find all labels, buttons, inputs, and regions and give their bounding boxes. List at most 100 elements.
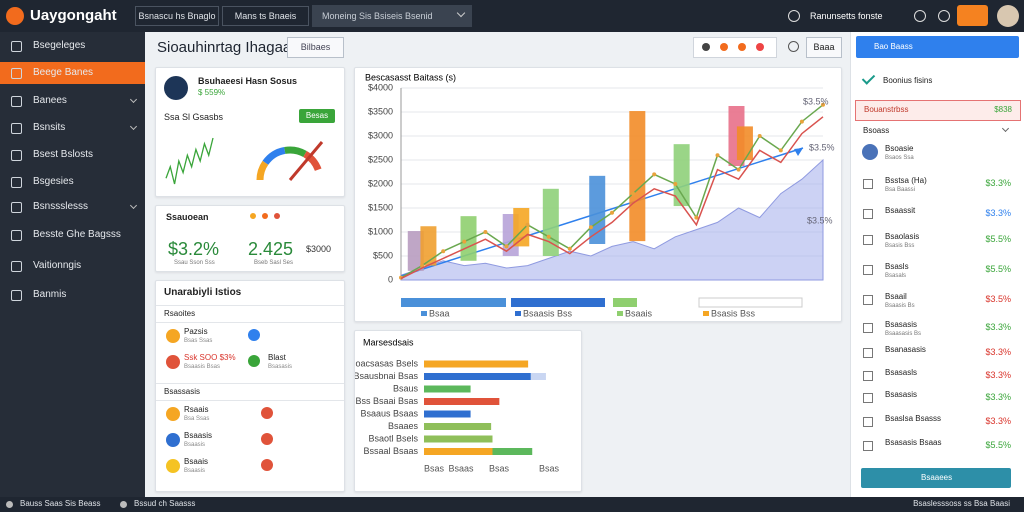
panel-row[interactable]: Bsoasie Bsaos Ssa (851, 144, 1024, 166)
x-axis-label: Bsas (539, 463, 560, 473)
icon (788, 10, 800, 22)
gauge-arc (284, 146, 307, 158)
legend-bar (613, 298, 637, 307)
item-icon (11, 96, 22, 107)
sidebar-item[interactable]: Bsnssslesss (0, 196, 145, 218)
bar (424, 423, 492, 430)
bar-label: Bsaaes (388, 421, 419, 431)
sidebar-item[interactable]: Banmis (0, 284, 145, 306)
brand: Uaygongaht (30, 7, 117, 24)
bar-chart-title: Marsesdsais (363, 337, 414, 347)
status-text: Bauss Saas Sis Beass (20, 499, 101, 508)
account[interactable]: Ranunsetts fonste (810, 11, 883, 21)
sparkline (165, 137, 214, 185)
row-icon (863, 265, 873, 275)
icon (997, 5, 1019, 27)
row-name: Ssk SOO $3% (184, 353, 236, 362)
section-title: Bsoass (863, 126, 890, 135)
top-bar: Uaygongaht Bsnascu hs Bnaglo Mans ts Bnaei… (0, 0, 1024, 32)
panel-row[interactable]: Bsaolasis Bsasis Bss $5.5% (851, 232, 1024, 254)
sidebar-item[interactable]: Vaitionngis (0, 255, 145, 277)
filter-button[interactable]: Bilbaes (287, 37, 344, 58)
section-title: Rsaoites (164, 309, 196, 318)
panel-row[interactable]: Bsaail Bsaasis Bs $3.5% (851, 292, 1024, 314)
panel-row[interactable]: Bsaassit $3.3% (851, 206, 1024, 228)
item-label: Banees (33, 95, 67, 106)
legend-swatch (421, 311, 427, 316)
notify-button[interactable] (957, 5, 988, 26)
sidebar-item[interactable]: Bsnsits (0, 117, 145, 139)
sidebar-item[interactable]: Bsgesies (0, 171, 145, 193)
stats-title: Ssauoean (166, 212, 209, 222)
row-value: $3.3% (985, 416, 1011, 426)
y-tick-label: $1500 (368, 202, 393, 212)
stat-value: $3000 (306, 244, 332, 254)
stat-value: 2.425 (248, 239, 294, 259)
icon (261, 459, 273, 471)
point (483, 230, 488, 234)
sidebar-item[interactable]: Bsegeleges (0, 35, 145, 57)
panel-row[interactable]: Bsasasis $3.3% (851, 390, 1024, 412)
panel-row[interactable]: Bsasls Bsasals $5.5% (851, 262, 1024, 284)
panel-row[interactable]: Bsasasis Bsaas $5.5% (851, 438, 1024, 460)
row-name: Bsaolasis (885, 232, 920, 241)
legend-label: Bsaa (429, 308, 450, 318)
bar-label: Bsausbnai Bsas (355, 371, 418, 381)
sidebar-item[interactable]: Banees (0, 90, 145, 112)
row-value: $3.3% (985, 392, 1011, 402)
point (694, 215, 699, 220)
legend-label: Bsaais (625, 308, 653, 318)
panel-row[interactable]: Bsasasls $3.3% (851, 368, 1024, 390)
y-tick-label: $3500 (368, 106, 393, 116)
point (546, 234, 551, 239)
search[interactable]: Moneing Sis Bsiseis Bsenid (312, 5, 472, 27)
row-sub: Bsas Ssas (184, 338, 213, 344)
item-icon (11, 123, 22, 134)
panel-row[interactable]: Bsstsa (Ha) Bsa Baassi $3.3% (851, 176, 1024, 198)
bar (424, 410, 471, 418)
legend-bar (511, 298, 605, 307)
stats-card: Ssauoean $3.2% Ssau Sson Sss 2.425 Bseb Sasl… (155, 205, 345, 272)
panel-footer-button[interactable]: Bsaaees (861, 468, 1011, 488)
gauge (256, 141, 324, 181)
row-icon (863, 371, 873, 381)
sidebar-item[interactable]: Besste Ghe Bagsss (0, 224, 145, 246)
annotation: $3.5% (803, 96, 829, 106)
tab[interactable]: Mans ts Bnaeis (222, 6, 309, 26)
bar-label: Bsaaus Bsaas (360, 408, 418, 418)
range-bar (513, 208, 530, 247)
sidebar-item[interactable]: Bsest Bslosts (0, 144, 145, 166)
y-tick-label: $500 (373, 250, 393, 260)
summary-button[interactable]: Besas (299, 109, 335, 123)
summary-label: Ssa Sl Gsasbs (164, 112, 224, 122)
tab[interactable]: Bsnascu hs Bnaglo (135, 6, 219, 26)
row-value: $3.3% (985, 370, 1011, 380)
y-tick-label: $3000 (368, 130, 393, 140)
panel-button[interactable]: Bao Baass (856, 36, 1019, 58)
toolbar[interactable] (693, 37, 777, 58)
action-button[interactable]: Baaa (806, 37, 842, 58)
legend-label: Bsaasis Bss (523, 308, 573, 318)
alert[interactable]: Bouanstrbss $838 (855, 100, 1021, 121)
panel-button-label: Bao Baass (874, 42, 913, 51)
row-sub: Bsasis Bss (885, 243, 915, 249)
item-label: Bsnssslesss (33, 201, 89, 212)
icon (6, 501, 13, 508)
icon (738, 43, 746, 51)
row-name: Bsaasis (184, 431, 213, 440)
gauge-arc (262, 147, 286, 165)
range-bar (420, 226, 437, 266)
x-axis-label: Bsas (489, 463, 510, 473)
chevron (456, 8, 466, 18)
section-header[interactable]: Rsaoites (156, 305, 344, 323)
row-name: Bsaail (885, 292, 907, 301)
panel-row[interactable]: Bsasasis Bsaasasis Bs $3.3% (851, 320, 1024, 342)
panel-row[interactable]: Bsanasasis $3.3% (851, 345, 1024, 367)
sidebar-item[interactable]: Beege Banes (0, 62, 145, 84)
icon (261, 433, 273, 445)
section-header[interactable]: Bsassasis (156, 383, 344, 401)
panel-row[interactable]: Bsaslsa Bsasss $3.3% (851, 414, 1024, 436)
icon (261, 407, 273, 419)
icon (166, 355, 180, 369)
row-name: Bsasasis Bsaas (885, 438, 942, 447)
